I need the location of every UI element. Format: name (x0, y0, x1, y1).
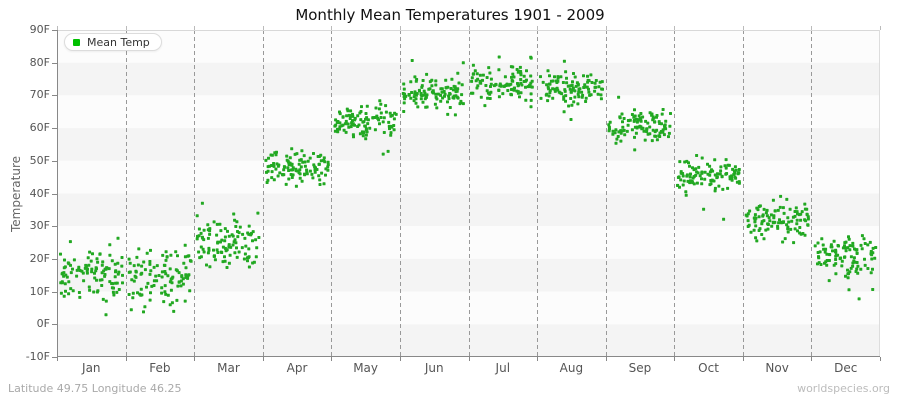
x-axis-tick-top (469, 26, 470, 30)
x-axis-tick-top (126, 26, 127, 30)
plot-area (57, 30, 880, 357)
x-tick-label: Jan (82, 361, 101, 375)
x-axis-tick-top (674, 26, 675, 30)
y-axis-tick (52, 94, 57, 96)
y-axis-tick (52, 258, 57, 260)
y-axis-tick (52, 29, 57, 31)
y-tick-label: 70F (29, 88, 50, 102)
y-tick-label: 0F (36, 317, 50, 331)
footer-coordinates: Latitude 49.75 Longitude 46.25 (8, 382, 182, 395)
x-tick-label: Dec (834, 361, 858, 375)
x-axis-tick-top (743, 26, 744, 30)
y-axis-tick (52, 127, 57, 129)
y-axis-tick (52, 225, 57, 227)
x-tick-label: Mar (217, 361, 240, 375)
x-axis-tick-top (194, 26, 195, 30)
x-axis-tick-bottom (126, 357, 127, 361)
x-axis-tick-bottom (537, 357, 538, 361)
legend[interactable]: Mean Temp (64, 33, 162, 51)
y-tick-label: 10F (29, 284, 50, 298)
y-axis-tick (52, 193, 57, 195)
x-tick-label: May (353, 361, 379, 375)
y-axis-tick (52, 291, 57, 293)
y-tick-label: 50F (29, 153, 50, 167)
x-tick-label: Aug (559, 361, 584, 375)
x-axis-tick-bottom (674, 357, 675, 361)
x-axis-tick-top (263, 26, 264, 30)
y-axis-tick (52, 356, 57, 358)
plot-frame (57, 30, 880, 357)
x-axis-tick-top (57, 26, 58, 30)
legend-swatch-icon (73, 38, 80, 46)
x-tick-label: Jun (424, 361, 444, 375)
x-tick-label: Nov (765, 361, 789, 375)
x-axis-tick-bottom (331, 357, 332, 361)
footer-attribution: worldspecies.org (797, 382, 890, 395)
y-tick-label: -10F (25, 350, 50, 363)
x-axis-tick-bottom (263, 357, 264, 361)
chart-title: Monthly Mean Temperatures 1901 - 2009 (295, 6, 605, 24)
y-tick-label: 80F (29, 55, 50, 69)
y-tick-label: 90F (29, 23, 50, 36)
x-axis-tick-top (606, 26, 607, 30)
x-axis-tick-bottom (400, 357, 401, 361)
x-tick-label: Oct (698, 361, 719, 375)
y-axis-tick (52, 160, 57, 162)
y-tick-label: 40F (29, 186, 50, 200)
x-axis-tick-bottom (743, 357, 744, 361)
x-axis-tick-bottom (606, 357, 607, 361)
y-axis-tick (52, 323, 57, 325)
x-tick-label: Jul (495, 361, 511, 375)
y-tick-label: 60F (29, 121, 50, 135)
scatter-plot-canvas (57, 30, 880, 357)
y-tick-label: 20F (29, 251, 50, 265)
x-axis-tick-top (537, 26, 538, 30)
x-tick-label: Feb (149, 361, 171, 375)
x-axis-tick-bottom (880, 357, 881, 361)
background-bands (57, 30, 880, 357)
scatter-points (59, 55, 878, 317)
x-axis-tick-top (331, 26, 332, 30)
month-gridlines (126, 30, 812, 357)
x-axis-tick-top (400, 26, 401, 30)
x-axis-tick-top (880, 26, 881, 30)
x-axis-tick-bottom (811, 357, 812, 361)
x-axis-tick-top (811, 26, 812, 30)
legend-label: Mean Temp (87, 35, 150, 49)
x-axis-tick-bottom (57, 357, 58, 361)
x-tick-label: Apr (286, 361, 308, 375)
y-tick-label: 30F (29, 219, 50, 233)
x-axis-tick-bottom (469, 357, 470, 361)
x-axis-tick-bottom (194, 357, 195, 361)
y-axis-tick (52, 62, 57, 64)
x-tick-label: Sep (628, 361, 652, 375)
